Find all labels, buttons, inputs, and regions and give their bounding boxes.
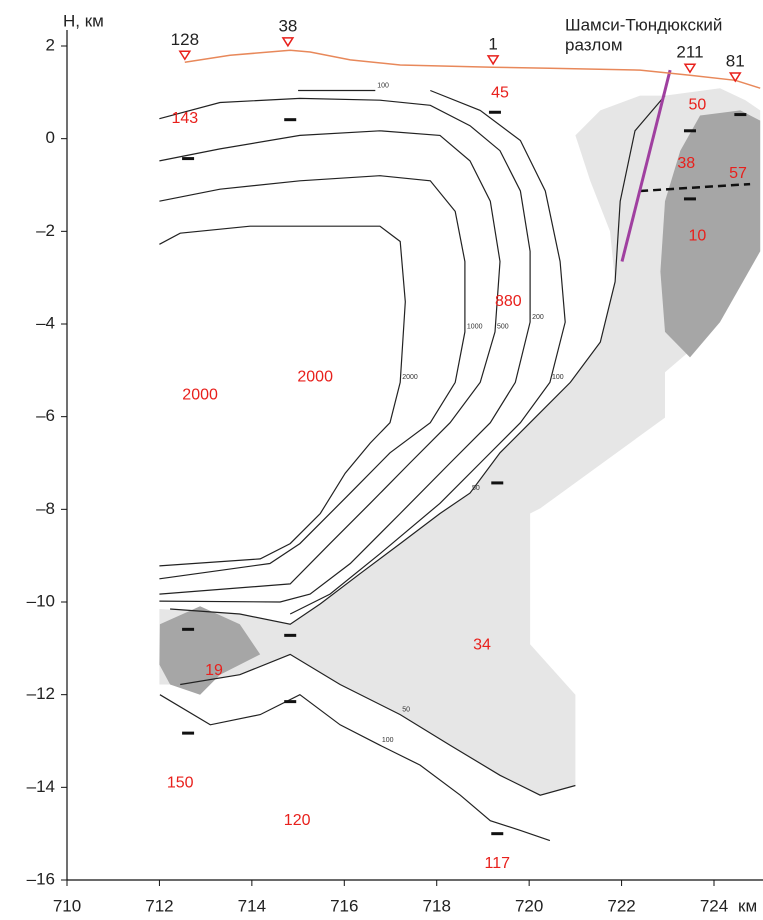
resistivity-value: 34 bbox=[473, 636, 491, 653]
y-tick-label: 2 bbox=[46, 35, 55, 54]
y-tick-label: –2 bbox=[36, 221, 55, 240]
resistivity-value: 19 bbox=[205, 662, 223, 679]
resistivity-value: 10 bbox=[688, 228, 706, 245]
contour-line bbox=[180, 653, 576, 796]
dashed-line bbox=[640, 182, 751, 193]
fault-label: Шамси-Тюндюкский bbox=[565, 15, 722, 34]
y-tick-label: –6 bbox=[36, 406, 55, 425]
x-tick-label: 720 bbox=[515, 896, 543, 915]
station-label: 38 bbox=[278, 16, 297, 35]
y-tick-label: –8 bbox=[36, 499, 55, 518]
station-marker bbox=[486, 55, 500, 66]
station-marker bbox=[178, 50, 192, 61]
contour-label: 100 bbox=[552, 374, 564, 381]
resistivity-value: 150 bbox=[167, 774, 194, 791]
x-tick-label: 716 bbox=[330, 896, 358, 915]
y-tick-label: –10 bbox=[27, 591, 55, 610]
contour-line bbox=[159, 130, 501, 595]
contour-label: 100 bbox=[382, 737, 394, 744]
x-tick-label: 722 bbox=[607, 896, 635, 915]
y-tick-label: –4 bbox=[36, 313, 55, 332]
station-label: 211 bbox=[676, 43, 703, 62]
resistivity-value: 57 bbox=[729, 165, 747, 182]
station-label: 1 bbox=[488, 34, 497, 53]
resistivity-value: 45 bbox=[491, 84, 509, 101]
resistivity-value: 880 bbox=[495, 293, 522, 310]
contour-label: 500 bbox=[497, 324, 509, 331]
station-marker bbox=[728, 72, 742, 83]
contour-label: 200 bbox=[532, 314, 544, 321]
station-marker bbox=[683, 63, 697, 74]
resistivity-value: 143 bbox=[171, 110, 198, 127]
contour-line bbox=[159, 225, 406, 567]
contour-line bbox=[289, 89, 566, 615]
contour-line bbox=[170, 95, 666, 625]
resistivity-value: 117 bbox=[485, 855, 511, 872]
y-tick-label: 0 bbox=[46, 128, 55, 147]
x-tick-label: 712 bbox=[145, 896, 173, 915]
station-label: 128 bbox=[171, 30, 199, 49]
y-tick-label: –16 bbox=[27, 869, 55, 888]
resistivity-zone bbox=[660, 110, 761, 358]
resistivity-value: 50 bbox=[688, 97, 706, 114]
contour-line bbox=[159, 175, 466, 580]
contour-label: 1000 bbox=[467, 324, 483, 331]
contour-label: 50 bbox=[402, 706, 410, 713]
contour-line bbox=[159, 97, 531, 603]
x-tick-label: 714 bbox=[238, 896, 266, 915]
resistivity-value: 38 bbox=[677, 155, 695, 172]
station-marker bbox=[281, 37, 295, 48]
x-axis-unit: км bbox=[738, 896, 757, 915]
contour-label: 2000 bbox=[402, 374, 418, 381]
fault-line bbox=[620, 69, 672, 262]
fault-label: разлом bbox=[565, 35, 623, 54]
y-tick-label: –14 bbox=[27, 777, 55, 796]
resistivity-value: 2000 bbox=[297, 369, 333, 386]
contour-line bbox=[159, 693, 551, 842]
y-axis-label: Н, км bbox=[63, 11, 104, 30]
resistivity-value: 2000 bbox=[182, 387, 218, 404]
contour-label: 50 bbox=[472, 485, 480, 492]
station-label: 81 bbox=[726, 52, 745, 71]
x-tick-label: 718 bbox=[423, 896, 451, 915]
x-tick-label: 710 bbox=[53, 896, 81, 915]
resistivity-zone bbox=[159, 88, 761, 796]
contour-label: 100 bbox=[377, 82, 389, 89]
y-tick-label: –12 bbox=[27, 684, 55, 703]
surface-line bbox=[184, 49, 761, 89]
x-tick-label: 724 bbox=[700, 896, 728, 915]
resistivity-value: 120 bbox=[284, 812, 311, 829]
